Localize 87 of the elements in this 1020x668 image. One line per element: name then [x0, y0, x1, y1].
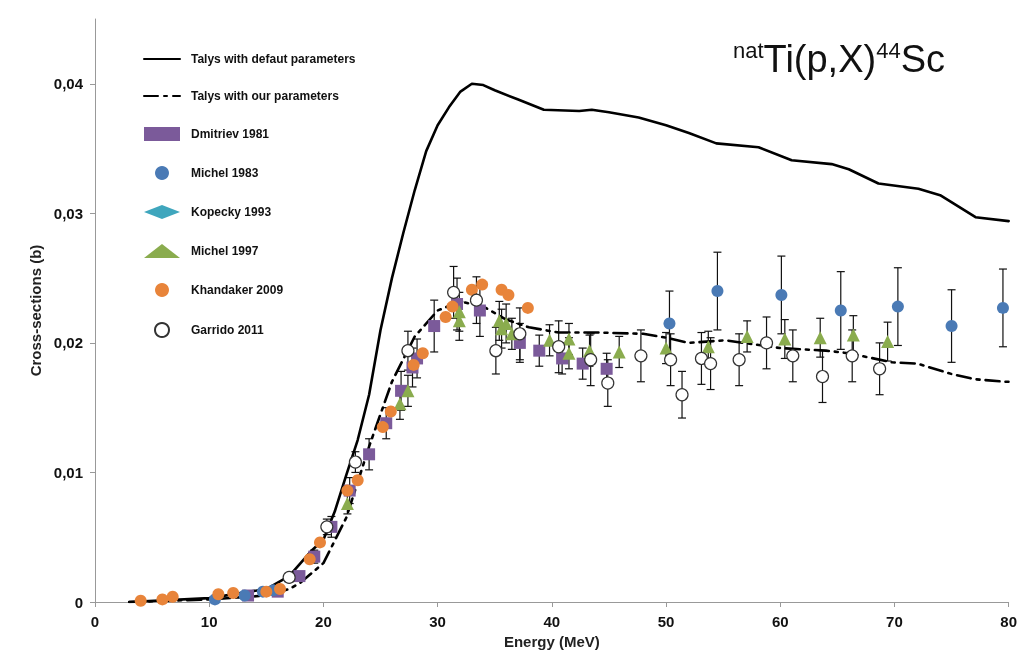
point [732, 353, 746, 367]
point [786, 349, 800, 363]
point [740, 329, 754, 343]
point [401, 384, 415, 398]
point [601, 376, 615, 390]
legend-label: Garrido 2011 [191, 323, 265, 337]
point [775, 288, 788, 301]
point [562, 346, 576, 360]
point [703, 357, 718, 371]
x-tick-label: 40 [543, 613, 561, 630]
legend-label: Dmitriev 1981 [191, 127, 270, 141]
point [552, 340, 566, 354]
point [303, 553, 316, 566]
x-tick-label: 30 [429, 613, 446, 630]
point [845, 349, 859, 363]
legend-label: Talys with defaut parameters [191, 52, 356, 66]
point [815, 369, 830, 384]
x-tick-label: 10 [200, 613, 218, 630]
point [476, 278, 489, 291]
point [469, 293, 484, 307]
y-tick-label: 0,04 [53, 75, 84, 93]
point [439, 310, 452, 323]
point [513, 327, 527, 341]
point [663, 317, 676, 330]
x-tick-label: 80 [1000, 613, 1017, 630]
point [562, 332, 576, 346]
point [428, 320, 441, 333]
point [945, 320, 958, 333]
point [227, 586, 240, 599]
point [465, 283, 478, 296]
point [881, 335, 895, 349]
point [260, 585, 273, 598]
point [891, 300, 904, 313]
point [813, 331, 827, 345]
point [846, 328, 860, 342]
point [996, 301, 1009, 314]
x-tick-label: 50 [657, 613, 675, 630]
point [533, 344, 546, 357]
point [282, 570, 296, 584]
point [694, 351, 709, 366]
point [314, 536, 326, 549]
point [134, 594, 147, 607]
x-axis-title: Energy (MeV) [503, 632, 600, 650]
point [675, 388, 689, 402]
legend-label: Michel 1983 [191, 166, 259, 180]
point [834, 304, 847, 317]
point [664, 353, 678, 367]
legend-label: Michel 1997 [191, 244, 259, 258]
point [759, 336, 774, 350]
point [778, 332, 792, 346]
legend-label: Khandaker 2009 [191, 283, 284, 297]
point [351, 474, 364, 487]
point [393, 397, 407, 411]
y-tick-label: 0,01 [53, 463, 83, 481]
x-tick-label: 20 [315, 613, 332, 630]
point [711, 285, 724, 298]
point [489, 344, 503, 358]
point [416, 347, 429, 360]
legend-label: Kopecky 1993 [191, 205, 272, 219]
point [156, 593, 169, 606]
point [873, 362, 887, 376]
point [376, 421, 389, 434]
point [401, 344, 415, 358]
point [447, 285, 461, 299]
y-tick-label: 0,03 [53, 204, 83, 222]
y-axis-title: Cross-sections (b) [26, 244, 44, 377]
y-tick-label: 0,02 [53, 334, 83, 352]
x-tick-label: 70 [886, 613, 903, 630]
point [348, 455, 362, 469]
point [212, 588, 225, 601]
point [340, 497, 354, 511]
point [584, 353, 598, 367]
x-tick-label: 60 [771, 613, 789, 630]
point [502, 288, 515, 301]
point [600, 362, 613, 375]
point [446, 300, 459, 313]
point [521, 301, 534, 314]
point [634, 349, 648, 363]
point [384, 405, 397, 418]
point [612, 345, 626, 359]
point [166, 590, 179, 603]
y-tick-label: 0 [74, 593, 83, 611]
x-tick-label: 0 [90, 613, 100, 630]
point [473, 304, 486, 317]
point [363, 448, 376, 461]
legend-label: Talys with our parameters [191, 89, 340, 103]
point [238, 589, 251, 602]
